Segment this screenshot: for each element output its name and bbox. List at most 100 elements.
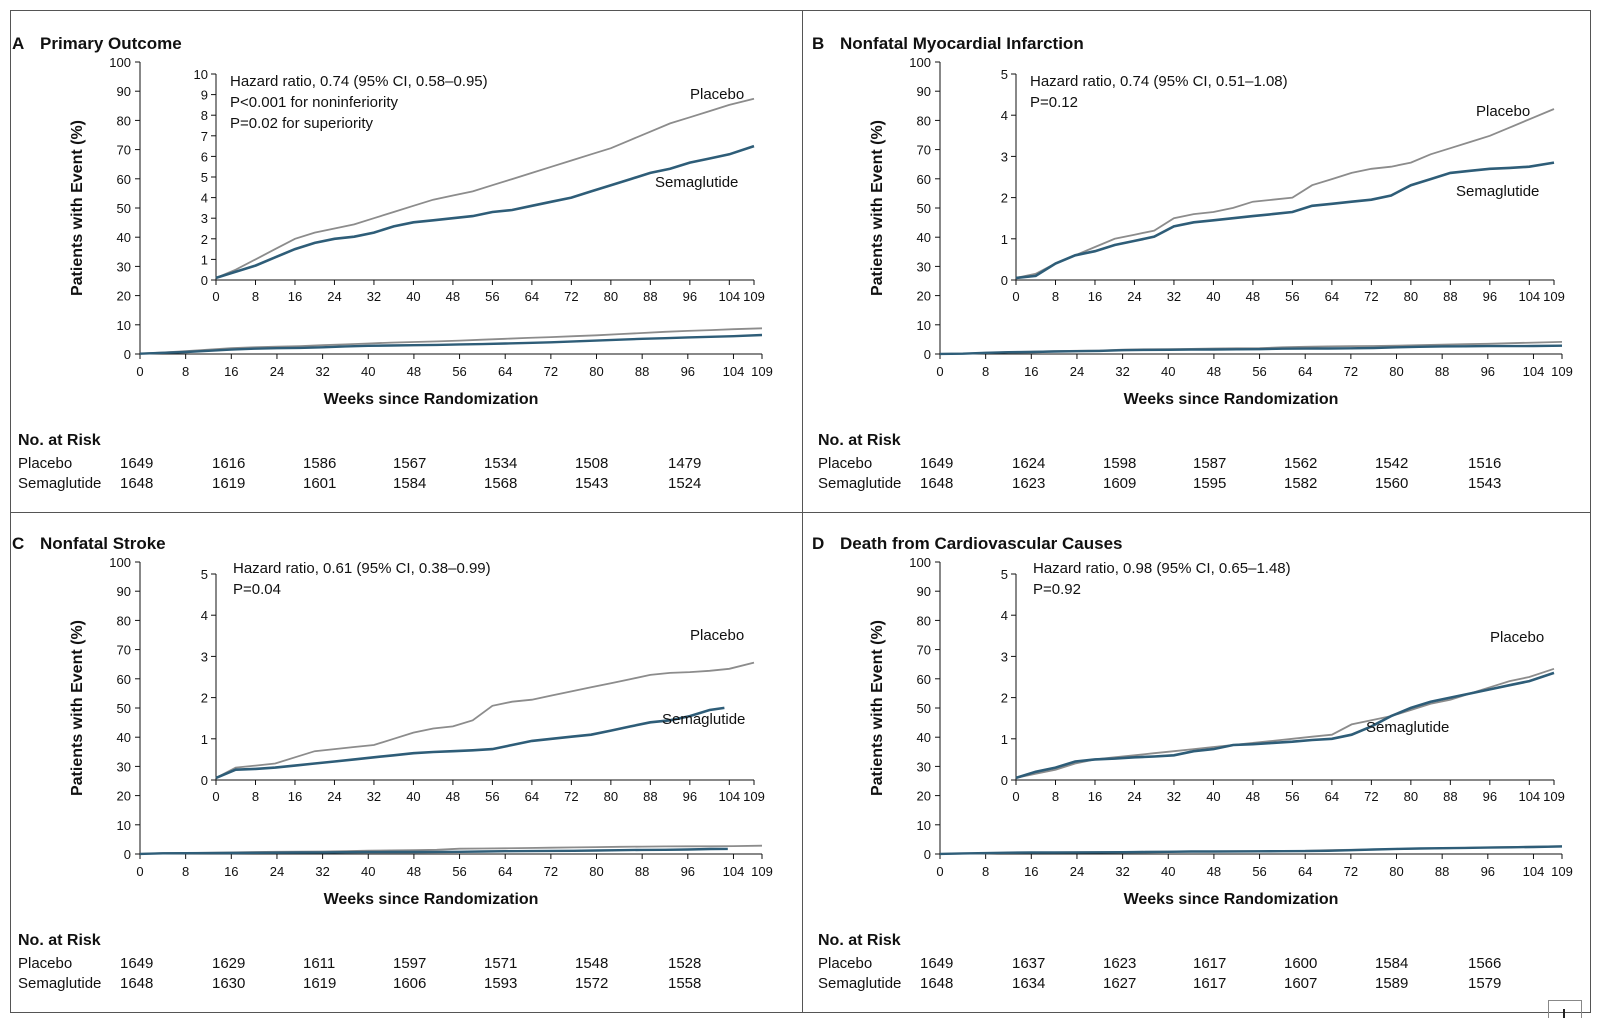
panel-cv-death: D Death from Cardiovascular Causes 0 10 20 30… xyxy=(800,512,1600,1012)
inset-y-tick-label: 0 xyxy=(201,273,208,288)
x-tick-label: 72 xyxy=(1344,364,1358,379)
inset-series-placebo xyxy=(1015,667,1555,779)
risk-table-title: No. at Risk xyxy=(818,432,901,449)
risk-value: 1586 xyxy=(303,455,337,472)
stat-line: Hazard ratio, 0.61 (95% CI, 0.38–0.99) xyxy=(233,560,491,577)
stat-line: Hazard ratio, 0.74 (95% CI, 0.51–1.08) xyxy=(1030,73,1288,90)
risk-value: 1619 xyxy=(212,475,246,492)
risk-row-label: Semaglutide xyxy=(818,475,902,492)
y-tick-label: 90 xyxy=(917,584,931,599)
risk-value: 1516 xyxy=(1468,455,1502,472)
x-tick-label: 96 xyxy=(681,364,695,379)
y-tick-label: 80 xyxy=(917,613,931,628)
x-tick-label: 72 xyxy=(544,864,558,879)
risk-row: Semaglutide 1648 1630 1619 1606 1593 1572 1558 xyxy=(18,975,798,995)
x-tick-label: 40 xyxy=(361,864,375,879)
inset-y-tick-label: 9 xyxy=(201,88,208,103)
inset-y-tick-label: 2 xyxy=(201,232,208,247)
inset-x-tick-label: 32 xyxy=(367,789,381,804)
x-tick-label: 32 xyxy=(1115,364,1129,379)
y-tick-label: 10 xyxy=(917,818,931,833)
main-series-semaglutide xyxy=(939,344,1563,356)
inset-x-tick-label: 40 xyxy=(1206,789,1220,804)
inset-x-tick-label: 109 xyxy=(1543,789,1565,804)
risk-value: 1524 xyxy=(668,475,702,492)
inset-x-tick-label: 16 xyxy=(288,789,302,804)
series-label-semaglutide: Semaglutide xyxy=(1456,183,1539,200)
risk-table-title: No. at Risk xyxy=(18,432,101,449)
series-label-semaglutide: Semaglutide xyxy=(662,711,745,728)
inset-series-placebo xyxy=(1015,108,1555,279)
panel-title: Primary Outcome xyxy=(40,34,182,53)
x-tick-label: 40 xyxy=(1161,864,1175,879)
inset-series-placebo xyxy=(215,661,755,779)
inset-series-semaglutide xyxy=(215,706,725,780)
x-tick-label: 24 xyxy=(270,864,284,879)
x-tick-label: 88 xyxy=(635,864,649,879)
risk-row: Placebo 1649 1637 1623 1617 1600 1584 1566 xyxy=(818,955,1598,975)
risk-value: 1630 xyxy=(212,975,246,992)
x-tick-label: 48 xyxy=(1207,864,1221,879)
risk-value: 1637 xyxy=(1012,955,1046,972)
inset-x-tick-label: 72 xyxy=(564,289,578,304)
inset-x-tick-label: 80 xyxy=(1404,789,1418,804)
corner-mark xyxy=(1548,1000,1582,1018)
inset-y-tick-label: 5 xyxy=(1001,567,1008,582)
risk-value: 1562 xyxy=(1284,455,1318,472)
inset-x-tick-label: 104 xyxy=(718,289,740,304)
inset-x-tick-label: 48 xyxy=(1246,289,1260,304)
risk-value: 1624 xyxy=(1012,455,1046,472)
inset-x-tick-label: 96 xyxy=(683,289,697,304)
y-tick-label: 50 xyxy=(917,201,931,216)
risk-value: 1534 xyxy=(484,455,518,472)
inset-x-tick-label: 8 xyxy=(1052,289,1059,304)
risk-value: 1634 xyxy=(1012,975,1046,992)
inset-x-tick-label: 48 xyxy=(1246,789,1260,804)
y-tick-label: 0 xyxy=(924,847,931,862)
y-tick-label: 100 xyxy=(109,55,131,70)
inset-x-tick-label: 109 xyxy=(743,789,765,804)
y-tick-label: 60 xyxy=(917,172,931,187)
inset-x-tick-label: 24 xyxy=(327,789,341,804)
y-tick-label: 0 xyxy=(124,847,131,862)
inset-x-tick-label: 64 xyxy=(525,789,539,804)
main-series-semaglutide xyxy=(139,333,763,355)
risk-value: 1571 xyxy=(484,955,518,972)
inset-series-placebo xyxy=(215,97,755,279)
inset-y-tick-label: 0 xyxy=(1001,273,1008,288)
risk-value: 1607 xyxy=(1284,975,1318,992)
y-tick-label: 10 xyxy=(117,318,131,333)
inset-x-tick-label: 0 xyxy=(212,789,219,804)
risk-row: Placebo 1649 1616 1586 1567 1534 1508 1479 xyxy=(18,455,798,475)
inset-x-tick-label: 0 xyxy=(212,289,219,304)
panel-title: Nonfatal Myocardial Infarction xyxy=(840,34,1084,53)
risk-value: 1627 xyxy=(1103,975,1137,992)
main-series-semaglutide xyxy=(139,847,728,856)
inset-y-tick-label: 4 xyxy=(1001,108,1008,123)
risk-value: 1593 xyxy=(484,975,518,992)
x-tick-label: 8 xyxy=(982,864,989,879)
inset-y-tick-label: 7 xyxy=(201,129,208,144)
risk-value: 1597 xyxy=(393,955,427,972)
inset-x-tick-label: 104 xyxy=(718,789,740,804)
inset-y-tick-label: 8 xyxy=(201,108,208,123)
risk-row-label: Placebo xyxy=(818,455,873,472)
x-tick-label: 48 xyxy=(1207,364,1221,379)
inset-y-tick-label: 4 xyxy=(1001,608,1008,623)
y-tick-label: 20 xyxy=(117,289,131,304)
y-tick-label: 0 xyxy=(924,347,931,362)
inset-x-tick-label: 80 xyxy=(604,289,618,304)
x-tick-label: 88 xyxy=(635,364,649,379)
inset-y-tick-label: 6 xyxy=(201,149,208,164)
x-tick-label: 109 xyxy=(751,864,773,879)
inset-x-tick-label: 104 xyxy=(1518,789,1540,804)
inset-x-tick-label: 48 xyxy=(446,289,460,304)
risk-row-label: Placebo xyxy=(18,455,73,472)
y-tick-label: 70 xyxy=(117,643,131,658)
x-tick-label: 0 xyxy=(136,364,143,379)
x-tick-label: 24 xyxy=(1070,864,1084,879)
frame-bottom xyxy=(10,1012,1590,1013)
inset-x-tick-label: 104 xyxy=(1518,289,1540,304)
panel-primary-outcome: A Primary Outcome 0 10 20 30 40 50 60 70 80 90 100 0 8… xyxy=(0,12,800,512)
x-tick-label: 24 xyxy=(270,364,284,379)
